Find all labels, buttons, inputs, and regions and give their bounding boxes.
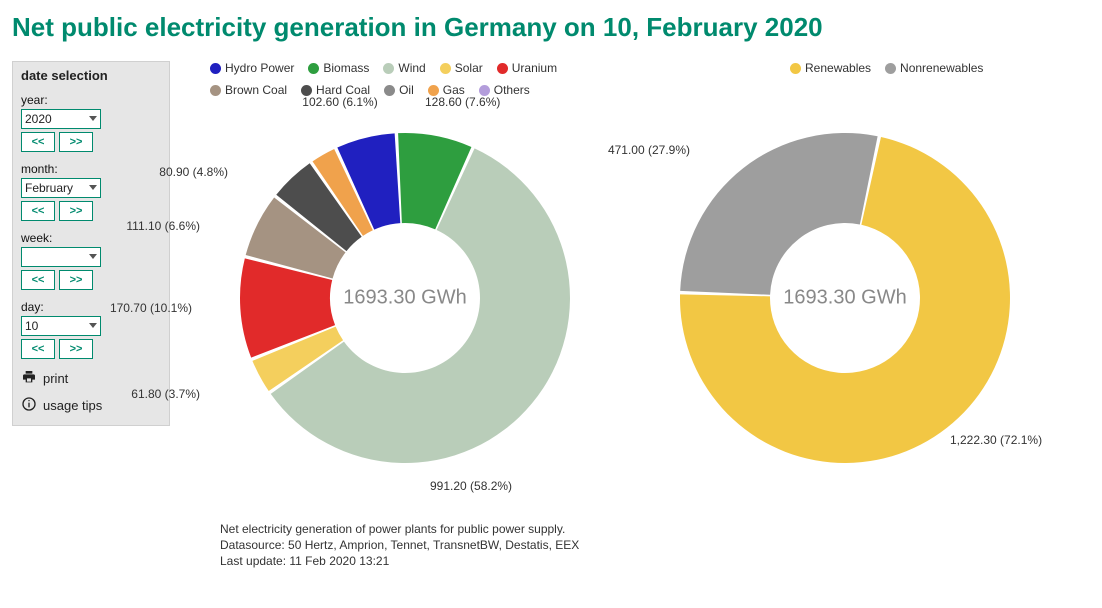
month-group: month: February << >> bbox=[21, 162, 161, 221]
year-label: year: bbox=[21, 93, 161, 107]
month-select[interactable]: February bbox=[21, 178, 101, 198]
legend-swatch bbox=[497, 63, 508, 74]
legend-swatch bbox=[308, 63, 319, 74]
slice-label: 102.60 (6.1%) bbox=[302, 95, 377, 109]
legend-item[interactable]: Hydro Power bbox=[210, 61, 294, 75]
legend-swatch bbox=[790, 63, 801, 74]
year-select[interactable]: 2020 bbox=[21, 109, 101, 129]
legend-item[interactable]: Oil bbox=[384, 83, 414, 97]
footnote-line3: Last update: 11 Feb 2020 13:21 bbox=[220, 553, 1090, 569]
date-selection-panel: date selection year: 2020 << >> month: F… bbox=[12, 61, 170, 426]
legend-swatch bbox=[210, 85, 221, 96]
footnote-line2: Datasource: 50 Hertz, Amprion, Tennet, T… bbox=[220, 537, 1090, 553]
info-icon bbox=[21, 396, 37, 415]
charts-area: Hydro Power Biomass Wind Solar Uranium Brown … bbox=[170, 61, 1090, 570]
legend-label: Oil bbox=[399, 83, 414, 97]
donut-right-center: 1693.30 GWh bbox=[783, 287, 906, 310]
sidebar-heading: date selection bbox=[21, 68, 161, 83]
print-icon bbox=[21, 369, 37, 388]
week-prev-button[interactable]: << bbox=[21, 270, 55, 290]
legend-item[interactable]: Biomass bbox=[308, 61, 369, 75]
legend-swatch bbox=[428, 85, 439, 96]
legend-swatch bbox=[440, 63, 451, 74]
day-next-button[interactable]: >> bbox=[59, 339, 93, 359]
week-label: week: bbox=[21, 231, 161, 245]
legend-label: Solar bbox=[455, 61, 483, 75]
donut-by-source: 1693.30 GWh 102.60 (6.1%)128.60 (7.6%)99… bbox=[210, 103, 600, 493]
legend-label: Wind bbox=[398, 61, 425, 75]
legend-item[interactable]: Solar bbox=[440, 61, 483, 75]
usage-tips-label: usage tips bbox=[43, 398, 102, 413]
year-prev-button[interactable]: << bbox=[21, 132, 55, 152]
month-label: month: bbox=[21, 162, 161, 176]
week-next-button[interactable]: >> bbox=[59, 270, 93, 290]
year-group: year: 2020 << >> bbox=[21, 93, 161, 152]
month-next-button[interactable]: >> bbox=[59, 201, 93, 221]
print-button[interactable]: print bbox=[21, 369, 161, 388]
donut-left-center: 1693.30 GWh bbox=[343, 287, 466, 310]
year-next-button[interactable]: >> bbox=[59, 132, 93, 152]
slice-label: 471.00 (27.9%) bbox=[608, 143, 690, 157]
legend-label: Nonrenewables bbox=[900, 61, 983, 75]
month-prev-button[interactable]: << bbox=[21, 201, 55, 221]
slice-label: 991.20 (58.2%) bbox=[430, 479, 512, 493]
donut-slice[interactable] bbox=[680, 133, 877, 295]
legend-swatch bbox=[210, 63, 221, 74]
slice-label: 80.90 (4.8%) bbox=[159, 165, 228, 179]
legend-item[interactable]: Nonrenewables bbox=[885, 61, 983, 75]
legend-sources: Hydro Power Biomass Wind Solar Uranium Brown … bbox=[210, 61, 630, 97]
footnote-line1: Net electricity generation of power plan… bbox=[220, 521, 1090, 537]
legend-label: Renewables bbox=[805, 61, 871, 75]
slice-label: 170.70 (10.1%) bbox=[110, 301, 192, 315]
legend-item[interactable]: Renewables bbox=[790, 61, 871, 75]
footnote: Net electricity generation of power plan… bbox=[220, 521, 1090, 570]
week-select[interactable] bbox=[21, 247, 101, 267]
legend-item[interactable]: Uranium bbox=[497, 61, 557, 75]
slice-label: 61.80 (3.7%) bbox=[131, 387, 200, 401]
slice-label: 111.10 (6.6%) bbox=[126, 219, 200, 233]
legend-label: Uranium bbox=[512, 61, 557, 75]
legend-swatch bbox=[384, 85, 395, 96]
slice-label: 1,222.30 (72.1%) bbox=[950, 433, 1042, 447]
slice-label: 128.60 (7.6%) bbox=[425, 95, 500, 109]
day-prev-button[interactable]: << bbox=[21, 339, 55, 359]
donut-renewable-split: 1693.30 GWh 1,222.30 (72.1%)471.00 (27.9… bbox=[650, 103, 1040, 493]
day-select[interactable]: 10 bbox=[21, 316, 101, 336]
legend-label: Biomass bbox=[323, 61, 369, 75]
legend-swatch bbox=[383, 63, 394, 74]
legend-swatch bbox=[479, 85, 490, 96]
legend-label: Brown Coal bbox=[225, 83, 287, 97]
week-group: week: << >> bbox=[21, 231, 161, 290]
legend-swatch bbox=[885, 63, 896, 74]
print-label: print bbox=[43, 371, 68, 386]
legend-renewables: Renewables Nonrenewables bbox=[790, 61, 1090, 97]
legend-label: Hydro Power bbox=[225, 61, 294, 75]
legend-swatch bbox=[301, 85, 312, 96]
page-title: Net public electricity generation in Ger… bbox=[12, 12, 1090, 43]
legend-item[interactable]: Brown Coal bbox=[210, 83, 287, 97]
legend-item[interactable]: Wind bbox=[383, 61, 425, 75]
